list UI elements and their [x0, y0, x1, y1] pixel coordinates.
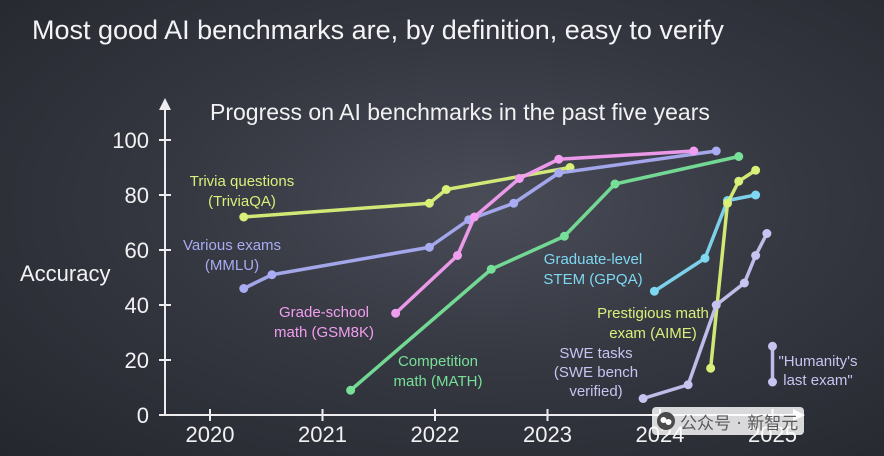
- series-label: Grade-school math (GSM8K): [274, 304, 374, 341]
- x-tick-label: 2021: [298, 422, 347, 447]
- watermark-text: 公众号 · 新智元: [680, 413, 799, 434]
- data-point: [514, 174, 524, 183]
- y-tick-label: 80: [125, 183, 149, 208]
- wechat-watermark: 公众号 · 新智元: [652, 407, 805, 435]
- data-point: [554, 168, 564, 178]
- x-tick-label: 2022: [411, 422, 460, 447]
- x-tick-label: 2023: [523, 422, 572, 447]
- data-point: [638, 394, 648, 403]
- y-tick-label: 20: [125, 348, 149, 373]
- x-tick-label: 2020: [186, 422, 235, 447]
- data-point: [711, 146, 721, 156]
- series-line: [393, 149, 696, 315]
- data-point: [706, 363, 716, 373]
- data-point: [751, 251, 761, 260]
- data-point: [424, 198, 434, 208]
- data-point: [346, 385, 356, 395]
- y-tick-label: 40: [125, 293, 149, 318]
- data-point: [554, 154, 564, 164]
- data-point: [559, 231, 569, 241]
- data-point: [768, 341, 777, 351]
- data-point: [391, 308, 401, 318]
- series-line: [708, 168, 758, 370]
- data-point: [723, 198, 732, 208]
- series-line: [242, 165, 572, 219]
- y-axis-arrow: [159, 98, 171, 110]
- data-point: [267, 270, 277, 280]
- data-point: [734, 176, 744, 186]
- data-point: [509, 198, 519, 208]
- data-point: [700, 253, 710, 263]
- series-label: Graduate-level STEM (GPQA): [543, 251, 642, 288]
- data-point: [751, 165, 761, 175]
- wechat-logo-icon: [657, 412, 675, 430]
- data-point: [751, 190, 761, 200]
- series-label: Various exams (MMLU): [183, 237, 281, 274]
- data-point: [610, 179, 620, 189]
- data-point: [734, 152, 744, 161]
- data-point: [469, 212, 479, 222]
- y-tick-label: 60: [125, 238, 149, 263]
- data-point: [649, 286, 659, 296]
- data-point: [689, 146, 699, 156]
- data-point: [453, 251, 462, 260]
- data-point: [762, 229, 772, 238]
- series-label: SWE tasks (SWE bench verified): [554, 345, 638, 400]
- series-label: Trivia questions (TriviaQA): [190, 173, 295, 210]
- data-point: [711, 300, 721, 310]
- slide-title: Most good AI benchmarks are, by definiti…: [32, 15, 724, 45]
- data-point: [739, 278, 749, 288]
- y-axis-label: Accuracy: [20, 261, 110, 286]
- series-label: Prestigious math exam (AIME): [597, 305, 709, 342]
- series-label: Competition math (MATH): [394, 353, 483, 390]
- chart-title: Progress on AI benchmarks in the past fi…: [210, 99, 710, 125]
- data-point: [239, 212, 249, 222]
- data-point: [768, 377, 777, 387]
- data-point: [441, 185, 451, 194]
- data-point: [486, 264, 496, 274]
- y-tick-label: 0: [137, 403, 149, 428]
- series-line: [242, 149, 718, 291]
- series-line: [652, 193, 758, 293]
- series-label: "Humanity's last exam": [778, 353, 857, 389]
- data-point: [683, 380, 693, 390]
- data-point: [239, 284, 249, 293]
- y-tick-label: 100: [112, 128, 149, 153]
- data-point: [424, 242, 434, 252]
